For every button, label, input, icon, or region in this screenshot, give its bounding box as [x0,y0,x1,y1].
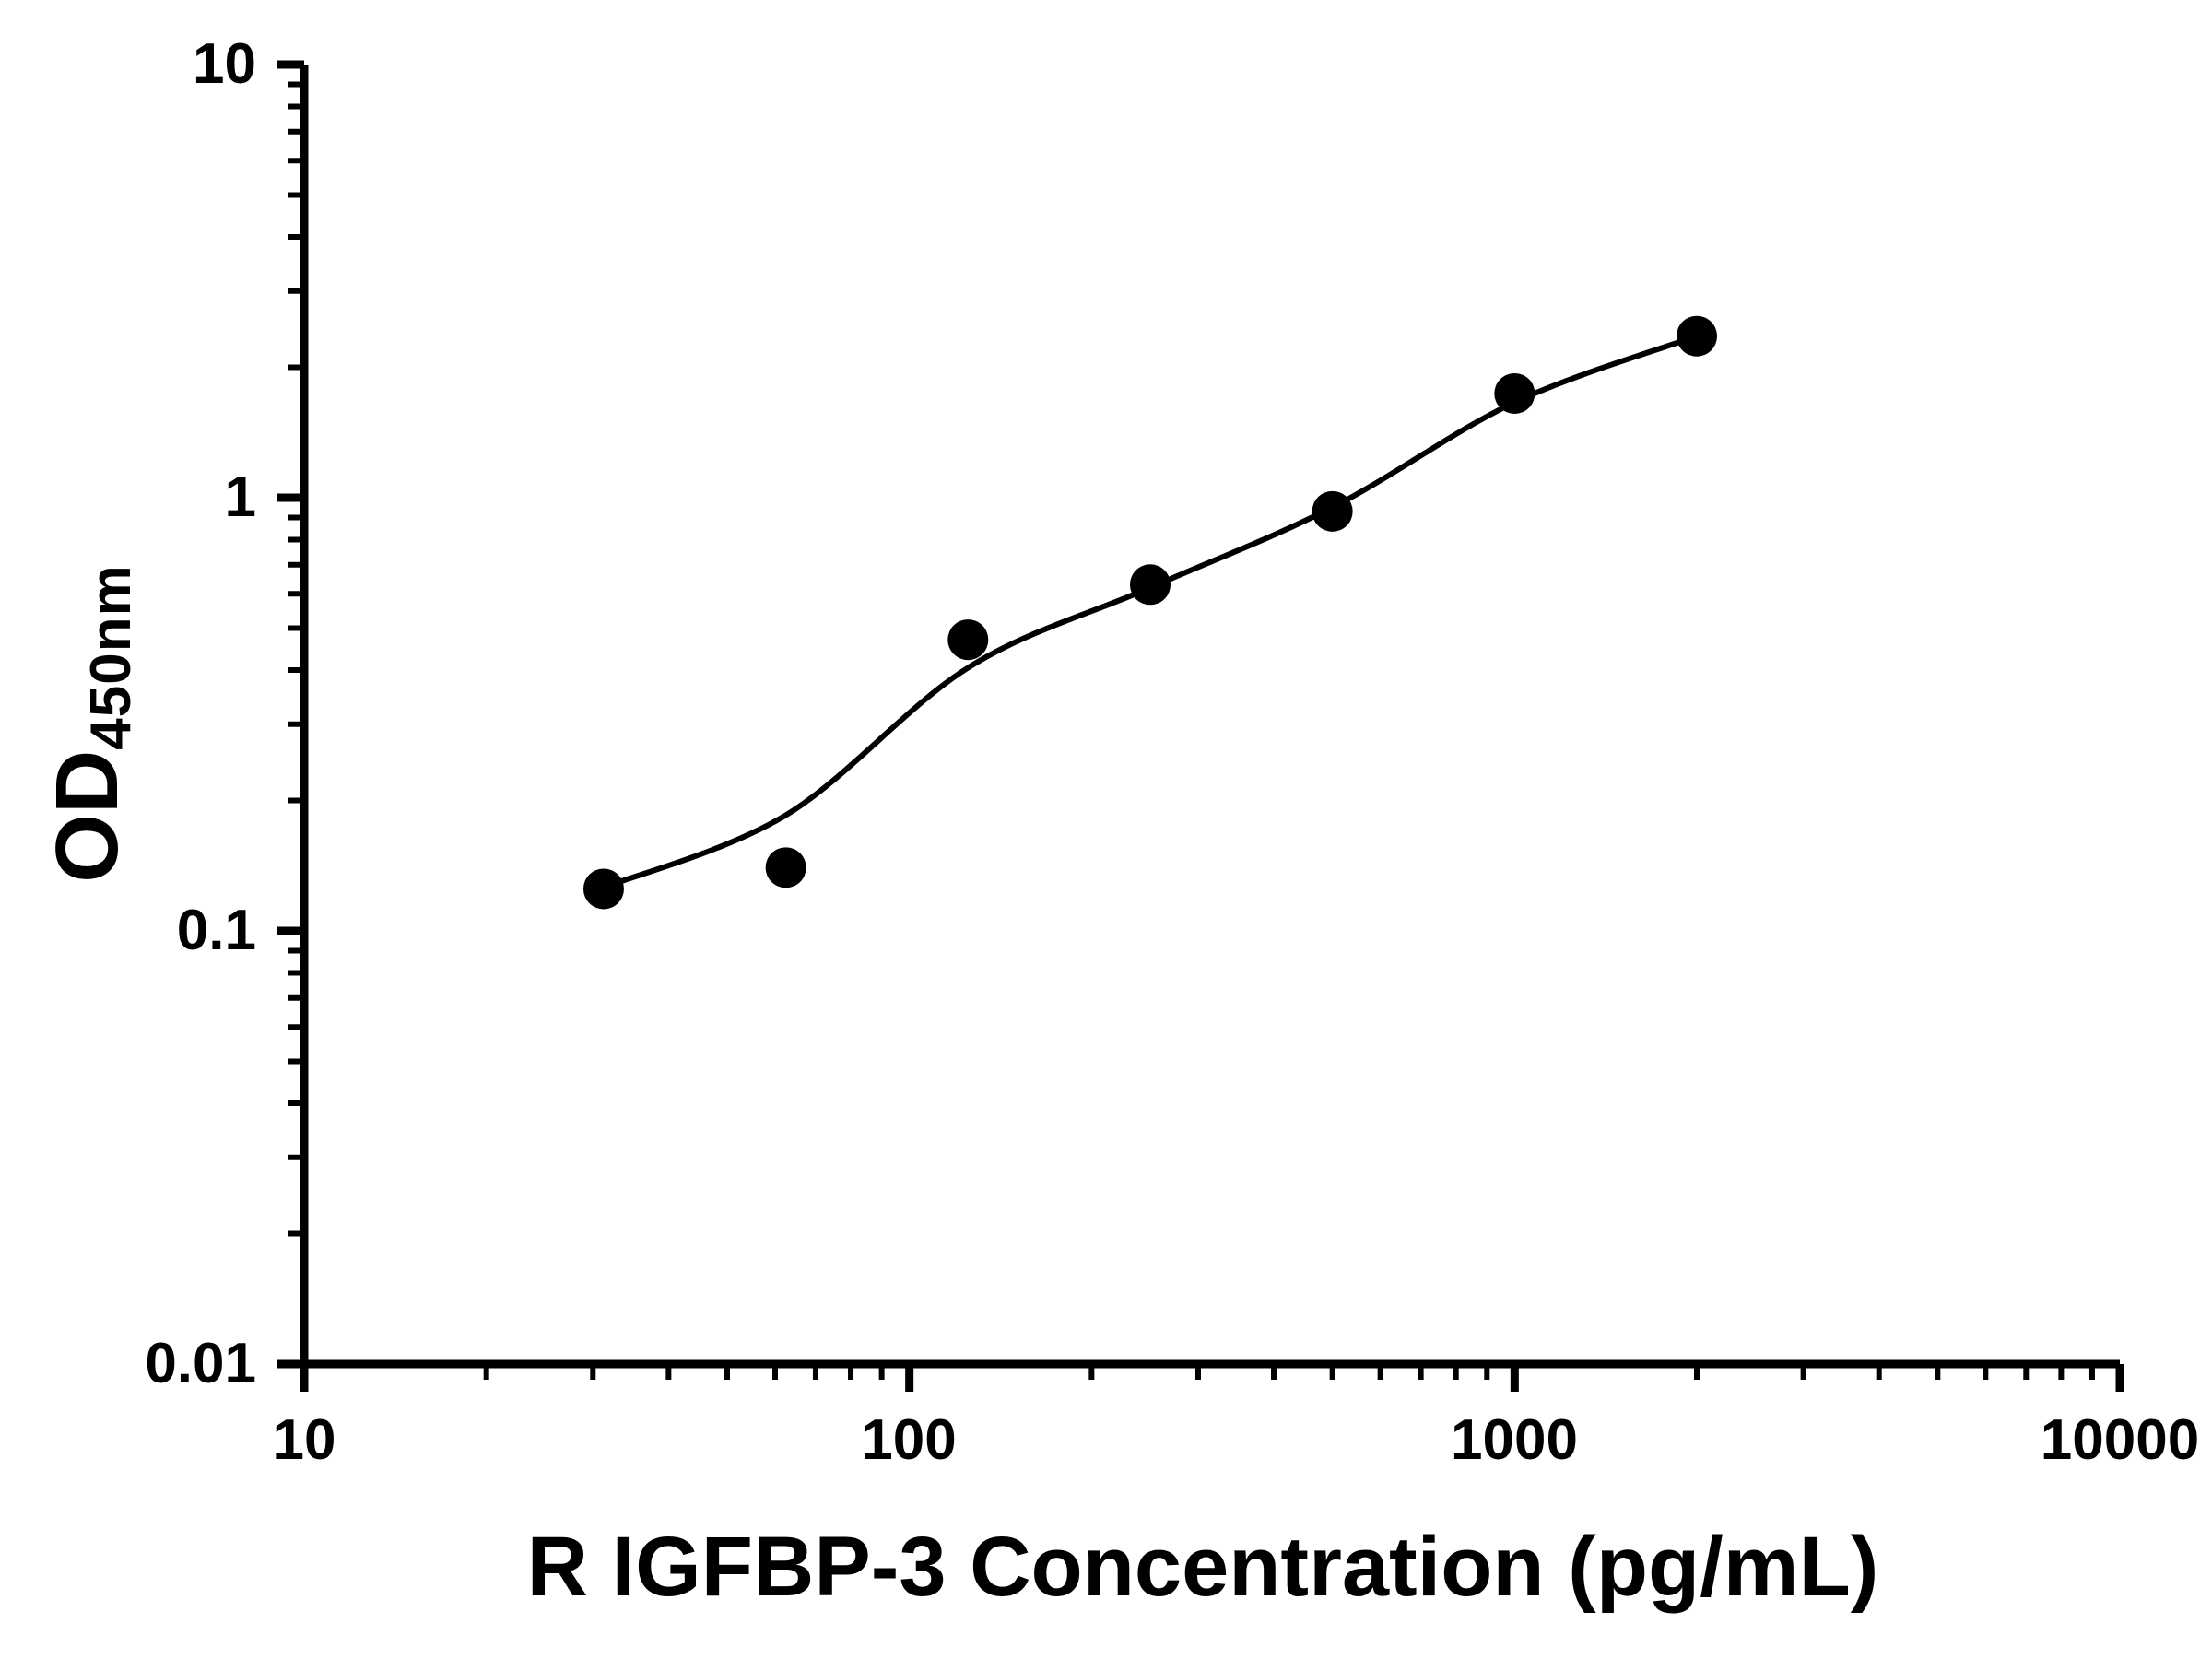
data-point [947,619,989,661]
x-tick-label-10000: 10000 [2040,1408,2200,1472]
y-axis-title-subscript: 450nm [79,564,143,750]
y-tick-label-0_01: 0.01 [145,1332,256,1395]
y-tick-label-10: 10 [193,32,256,96]
y-axis-title: OD450nm [37,564,143,883]
y-tick-label-1: 1 [224,465,256,529]
data-point [1677,315,1718,357]
x-axis-title: R IGFBP-3 Concentration (pg/mL) [526,1520,1879,1614]
x-tick-label-1000: 1000 [1451,1408,1578,1472]
data-point [1312,490,1353,532]
data-point [1129,564,1171,606]
y-axis-title-main: OD [38,749,136,883]
data-point [1494,372,1535,414]
x-tick-label-100: 100 [861,1408,957,1472]
x-tick-label-10: 10 [272,1408,336,1472]
data-point [582,868,624,910]
data-point [765,847,806,888]
fit-curve [600,333,1700,890]
y-tick-label-0_1: 0.1 [176,899,256,962]
